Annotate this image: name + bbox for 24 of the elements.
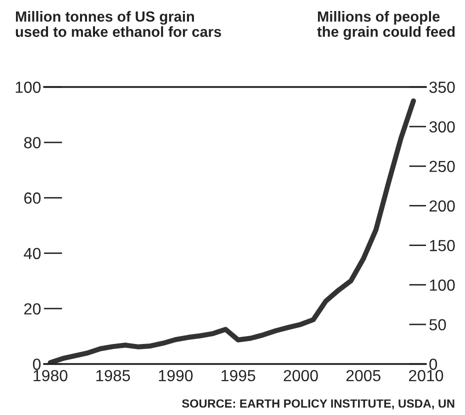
y2-tick-label: 50 xyxy=(429,319,446,330)
y2-axis-title: Millions of people the grain could feed xyxy=(317,11,455,40)
y2-tick-label: 100 xyxy=(430,279,455,291)
y-tick-label: 0 xyxy=(32,358,41,370)
x-tick-label: 1980 xyxy=(34,370,68,382)
y-tick-label: 80 xyxy=(24,137,41,148)
y-tick-label: 40 xyxy=(24,248,41,260)
y-axis-title: Million tonnes of US grain used to make ethanol for cars xyxy=(16,11,222,37)
x-tick-label: 2010 xyxy=(409,370,444,382)
x-tick-label: 2005 xyxy=(346,370,380,382)
x-tick-label: 1990 xyxy=(158,370,193,382)
x-tick-label: 2000 xyxy=(284,370,318,382)
y2-tick-label: 350 xyxy=(429,82,455,93)
x-tick-label: 1985 xyxy=(96,370,130,382)
y2-tick-label: 150 xyxy=(430,240,455,252)
y2-tick-label: 200 xyxy=(430,200,455,212)
source-note: SOURCE: EARTH POLICY INSTITUTE, USDA, UN xyxy=(182,399,454,410)
y-tick-label: 60 xyxy=(24,192,41,204)
y-tick-label: 100 xyxy=(16,82,41,93)
y2-tick-label: 250 xyxy=(430,160,455,172)
y2-tick-label: 0 xyxy=(429,358,438,370)
x-tick-label: 1995 xyxy=(222,370,256,382)
y2-tick-label: 300 xyxy=(429,121,455,133)
y-tick-label: 20 xyxy=(24,303,41,315)
